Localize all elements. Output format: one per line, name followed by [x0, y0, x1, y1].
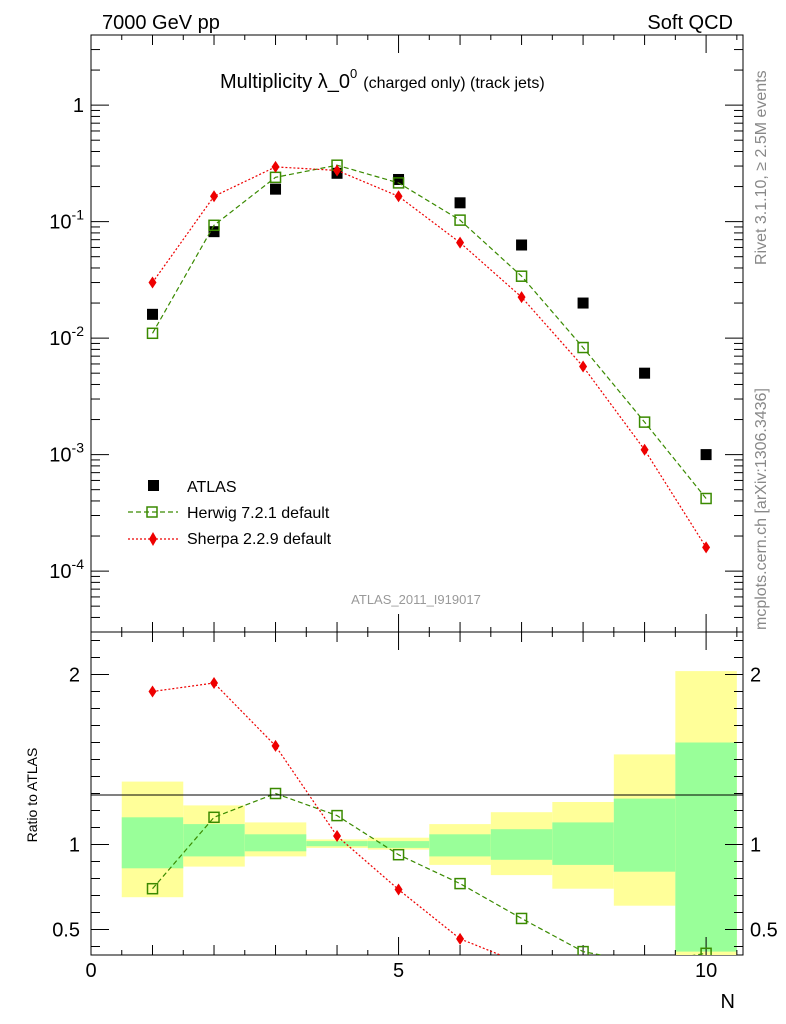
sherpa-ratio-point [148, 685, 157, 698]
herwig-ratio-point [146, 882, 159, 895]
atlas-point [700, 449, 712, 461]
sherpa-point [210, 190, 219, 203]
ratio-y-axis-label: Ratio to ATLAS [24, 748, 40, 843]
legend: ATLAS Herwig 7.2.1 default Sherpa 2.2.9 … [128, 479, 332, 548]
mcplots-label: mcplots.cern.ch [arXiv:1306.3436] [753, 388, 770, 630]
band-inner-bin [306, 841, 368, 847]
main-y-tick-label: 10-3 [49, 440, 84, 467]
x-axis-label: N [721, 991, 735, 1013]
herwig-ratio-point [208, 811, 220, 824]
sherpa-ratio-line [152, 682, 502, 955]
herwig-ratio-point [454, 877, 466, 890]
herwig-point [577, 341, 589, 354]
main-y-tick-label: 10-2 [49, 323, 84, 350]
herwig-ratio-point [515, 912, 528, 925]
main-y-tick-label: 10-1 [49, 207, 84, 234]
x-tick-label: 5 [393, 960, 404, 982]
herwig-ratio-point [269, 787, 282, 800]
atlas-point [454, 197, 466, 209]
atlas-point [270, 183, 282, 195]
header-right: Soft QCD [647, 12, 733, 34]
atlas-point [393, 173, 405, 185]
herwig-point [515, 270, 528, 282]
sherpa-point [333, 164, 342, 177]
legend-sherpa-marker [149, 532, 157, 546]
band-inner-bin [552, 822, 614, 865]
herwig-ratio-point [331, 809, 343, 822]
sherpa-ratio-point [271, 739, 280, 752]
atlas-point [147, 308, 159, 320]
chart-title: Multiplicity λ_00 (charged only) (track j… [220, 66, 545, 93]
band-inner-bin [121, 817, 184, 869]
band-inner-bin [244, 834, 307, 852]
ratio-y-tick-label-right: 1 [750, 835, 761, 857]
ratio-y-tick-label: 0.5 [52, 920, 80, 942]
herwig-point [392, 177, 405, 189]
herwig-point [146, 327, 159, 340]
analysis-watermark: ATLAS_2011_I919017 [351, 592, 481, 607]
main-y-tick-label: 1 [73, 95, 84, 117]
legend-atlas-marker [148, 480, 159, 491]
sherpa-point [394, 190, 403, 203]
band-inner-bin [613, 798, 676, 872]
sherpa-ratio-point [394, 883, 403, 896]
herwig-ratio-line [152, 792, 707, 955]
herwig-point [700, 492, 712, 505]
x-tick-label: 0 [85, 960, 96, 982]
herwig-ratio-point [392, 848, 405, 861]
main-series [146, 159, 712, 554]
ratio-series-clipped [146, 677, 712, 955]
band-inner-bin [183, 824, 245, 857]
sherpa-point [456, 236, 465, 249]
sherpa-point [702, 541, 711, 554]
header-left: 7000 GeV pp [102, 12, 220, 34]
sherpa-point [517, 291, 526, 304]
ratio-series [146, 677, 712, 955]
rivet-label: Rivet 3.1.10, ≥ 2.5M events [753, 70, 770, 265]
herwig-point [208, 219, 220, 232]
herwig-line [151, 164, 707, 499]
sherpa-point [271, 160, 280, 173]
ratio-y-tick-label-right: 0.5 [750, 920, 778, 942]
band-inner-bin [490, 829, 553, 860]
ratio-y-tick-label: 2 [69, 665, 80, 687]
sherpa-ratio-point [456, 932, 465, 945]
sherpa-point [579, 360, 588, 373]
ratio-bands [121, 671, 737, 955]
legend-herwig-label: Herwig 7.2.1 default [187, 505, 330, 522]
band-inner-bin [429, 834, 491, 857]
ratio-axis-ticks: 0.5 0.5 1 1 2 2 [52, 640, 778, 947]
sherpa-point [148, 276, 157, 289]
band-inner-bin [675, 742, 737, 952]
sherpa-ratio-point [333, 830, 342, 842]
atlas-point [516, 239, 528, 251]
x-tick-label: 10 [695, 960, 717, 982]
legend-herwig-marker [146, 506, 158, 518]
main-y-tick-label: 10-4 [49, 556, 84, 583]
title-sup: 0 [350, 66, 357, 81]
herwig-ratio-point [577, 945, 589, 955]
herwig-ratio-point [700, 947, 712, 955]
sherpa-point [640, 443, 649, 456]
main-axis-ticks: 110-110-210-310-40 5 10 [49, 34, 743, 982]
atlas-point [639, 367, 651, 379]
legend-sherpa-label: Sherpa 2.2.9 default [187, 531, 332, 548]
sherpa-ratio-point [210, 677, 219, 689]
legend-atlas-label: ATLAS [187, 479, 237, 496]
atlas-point [208, 226, 220, 238]
herwig-point [638, 416, 651, 428]
sherpa-line [152, 166, 707, 548]
herwig-point [454, 214, 466, 226]
title-main: Multiplicity λ_0 [220, 71, 350, 93]
title-sub: (charged only) (track jets) [363, 75, 544, 92]
atlas-point [577, 297, 589, 309]
ratio-y-tick-label: 1 [69, 835, 80, 857]
band-inner-bin [367, 841, 430, 848]
ratio-y-tick-label-right: 2 [750, 665, 761, 687]
